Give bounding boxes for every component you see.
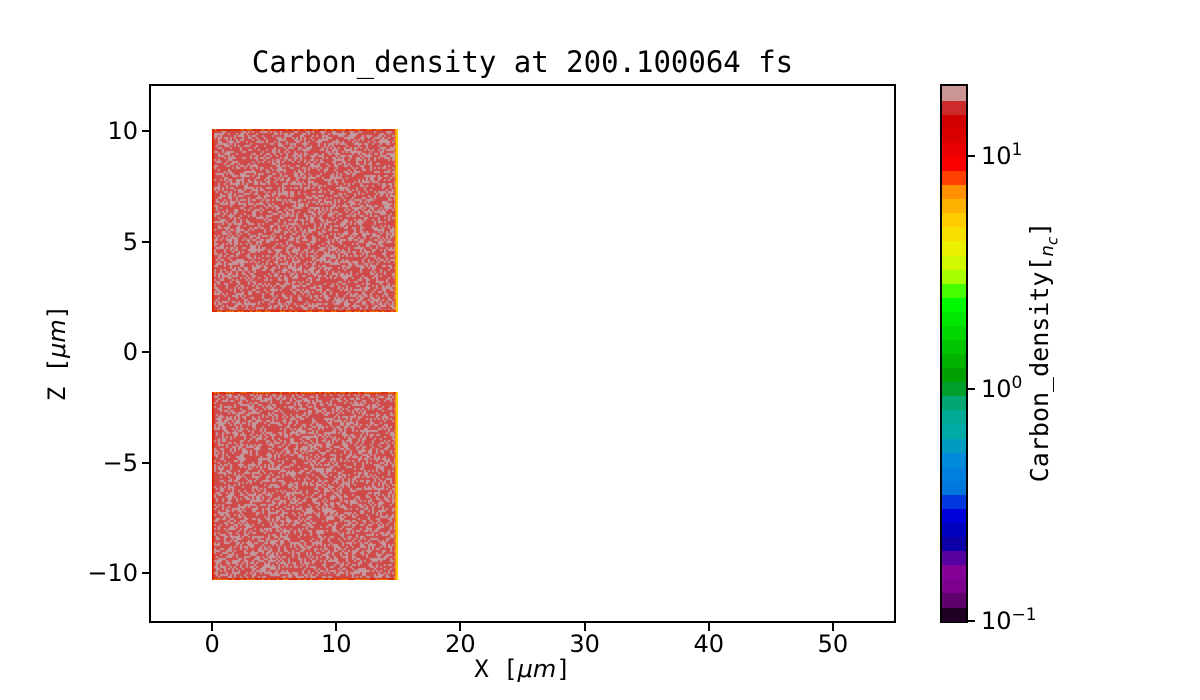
- y-axis-label-prefix: Z [: [43, 357, 71, 402]
- colorbar-band: [942, 452, 966, 467]
- colorbar-band: [942, 550, 966, 566]
- colorbar-band: [942, 86, 966, 101]
- y-axis-label-suffix: ]: [43, 304, 71, 320]
- x-axis-label-units: μm: [517, 655, 557, 683]
- colorbar-tick-mark: [968, 155, 975, 157]
- colorbar-band: [942, 367, 966, 383]
- x-tick-mark: [707, 623, 710, 631]
- y-tick-mark: [142, 130, 150, 133]
- colorbar-band: [942, 423, 966, 439]
- y-tick-label: 10: [107, 117, 138, 146]
- colorbar-tick-mark: [968, 387, 975, 390]
- y-tick-mark: [142, 461, 150, 464]
- colorbar-band: [942, 325, 966, 340]
- colorbar-band: [942, 522, 966, 538]
- colorbar-label: Carbon_density[nc]: [1024, 221, 1066, 483]
- colorbar-band: [942, 339, 966, 355]
- colorbar-band: [942, 578, 966, 594]
- x-tick-label: 0: [204, 630, 220, 658]
- colorbar-band: [942, 184, 966, 200]
- y-axis-label-units: μm: [43, 319, 71, 358]
- x-tick-label: 50: [817, 630, 849, 658]
- colorbar-tick-label: 101: [981, 140, 1023, 170]
- colorbar-tick-label: 100: [981, 372, 1023, 403]
- colorbar-label-prefix: Carbon_density[: [1024, 256, 1054, 483]
- x-tick-mark: [211, 623, 214, 631]
- x-tick-mark: [335, 623, 338, 631]
- x-tick-mark: [459, 623, 462, 631]
- colorbar-band: [942, 170, 966, 186]
- y-tick-mark: [142, 240, 150, 243]
- colorbar-band: [942, 128, 966, 143]
- density-upper-slab: [212, 129, 398, 312]
- colorbar-band: [942, 381, 966, 397]
- y-tick-label: 5: [122, 227, 138, 256]
- colorbar-tick-mark: [968, 620, 975, 622]
- x-tick-mark: [583, 623, 586, 631]
- plot-title: Carbon_density at 200.100064 fs: [251, 45, 794, 79]
- y-tick-mark: [142, 351, 150, 354]
- colorbar-band: [942, 100, 966, 115]
- colorbar-label-math: nc: [1036, 236, 1062, 257]
- colorbar-band: [942, 254, 966, 270]
- colorbar-band: [942, 269, 966, 284]
- colorbar-band: [942, 198, 966, 214]
- colorbar-band: [942, 508, 966, 524]
- x-tick-label: 20: [445, 630, 476, 658]
- y-tick-label: −10: [87, 559, 138, 588]
- colorbar-label-suffix: ]: [1024, 221, 1054, 237]
- colorbar-band: [942, 592, 966, 608]
- x-axis-label-prefix: X [: [474, 655, 518, 683]
- colorbar-band: [942, 311, 966, 326]
- colorbar-band: [942, 212, 966, 228]
- x-tick-mark: [831, 623, 834, 631]
- colorbar-band: [942, 240, 966, 256]
- colorbar: [940, 84, 968, 623]
- x-tick-label: 10: [321, 630, 352, 658]
- colorbar-band: [942, 297, 966, 312]
- y-tick-mark: [142, 572, 150, 575]
- colorbar-band: [942, 564, 966, 580]
- colorbar-band: [942, 480, 966, 495]
- x-axis-label: X [μm]: [150, 654, 895, 684]
- y-tick-label: −5: [102, 448, 138, 477]
- colorbar-band: [942, 156, 966, 172]
- colorbar-band: [942, 466, 966, 481]
- colorbar-band: [942, 494, 966, 509]
- x-axis-label-suffix: ]: [556, 655, 571, 683]
- density-lower-slab: [212, 392, 398, 580]
- colorbar-band: [942, 606, 966, 622]
- y-axis-label: Z [μm]: [43, 305, 71, 401]
- colorbar-band: [942, 395, 966, 411]
- colorbar-band: [942, 226, 966, 242]
- colorbar-tick-label: 10−1: [981, 605, 1037, 635]
- x-tick-label: 40: [693, 630, 725, 658]
- x-tick-label: 30: [569, 630, 600, 658]
- colorbar-band: [942, 353, 966, 369]
- colorbar-band: [942, 142, 966, 157]
- colorbar-band: [942, 283, 966, 298]
- colorbar-band: [942, 409, 966, 425]
- colorbar-band: [942, 536, 966, 552]
- y-tick-label: 0: [122, 338, 138, 367]
- colorbar-band: [942, 114, 966, 129]
- colorbar-band: [942, 437, 966, 453]
